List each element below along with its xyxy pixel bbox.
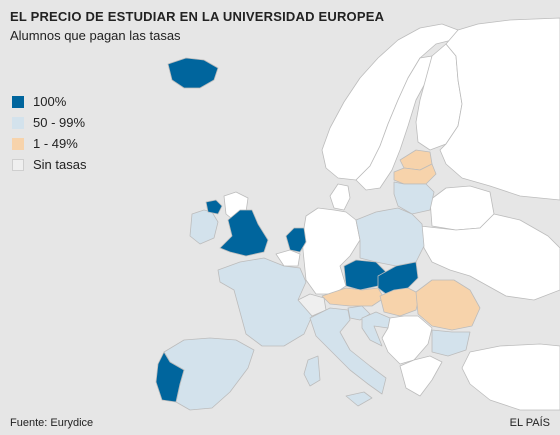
region-lithuania bbox=[393, 181, 435, 215]
region-england bbox=[219, 209, 269, 257]
region-sardinia bbox=[303, 355, 321, 387]
region-bulgaria bbox=[431, 329, 471, 357]
region-romania bbox=[415, 279, 481, 331]
region-greece bbox=[399, 355, 443, 397]
publisher-credit: EL PAÍS bbox=[509, 417, 550, 429]
region-croatia bbox=[361, 311, 391, 347]
legend: 100% 50 - 99% 1 - 49% Sin tasas bbox=[12, 91, 86, 175]
map-subtitle: Alumnos que pagan las tasas bbox=[10, 28, 181, 43]
legend-swatch bbox=[12, 95, 24, 108]
region-northern-ireland bbox=[205, 199, 223, 215]
region-denmark bbox=[329, 183, 351, 211]
region-russia bbox=[439, 17, 560, 201]
legend-item-minority: 1 - 49% bbox=[12, 133, 86, 154]
region-italy bbox=[309, 307, 387, 395]
legend-swatch bbox=[12, 158, 24, 171]
region-belgium bbox=[275, 249, 301, 267]
region-germany bbox=[301, 207, 361, 295]
legend-item-full: 100% bbox=[12, 91, 86, 112]
source-note: Fuente: Eurydice bbox=[10, 417, 94, 429]
legend-swatch bbox=[12, 116, 24, 129]
region-latvia bbox=[393, 163, 437, 185]
region-poland bbox=[355, 207, 425, 267]
map-title: EL PRECIO DE ESTUDIAR EN LA UNIVERSIDAD … bbox=[10, 9, 385, 24]
region-portugal bbox=[155, 351, 185, 403]
region-france bbox=[217, 257, 313, 347]
legend-label: Sin tasas bbox=[33, 157, 87, 172]
region-iceland bbox=[167, 57, 219, 89]
legend-label: 100% bbox=[33, 94, 67, 109]
legend-label: 1 - 49% bbox=[33, 136, 78, 151]
region-austria bbox=[321, 287, 385, 307]
region-slovakia bbox=[377, 261, 419, 295]
region-ukraine bbox=[419, 213, 560, 301]
legend-label: 50 - 99% bbox=[33, 115, 86, 130]
legend-item-no-fees: Sin tasas bbox=[12, 154, 86, 175]
legend-item-majority: 50 - 99% bbox=[12, 112, 86, 133]
region-turkey bbox=[461, 343, 560, 411]
legend-swatch bbox=[12, 137, 24, 150]
region-ireland bbox=[189, 209, 219, 245]
region-sicily bbox=[345, 391, 373, 407]
